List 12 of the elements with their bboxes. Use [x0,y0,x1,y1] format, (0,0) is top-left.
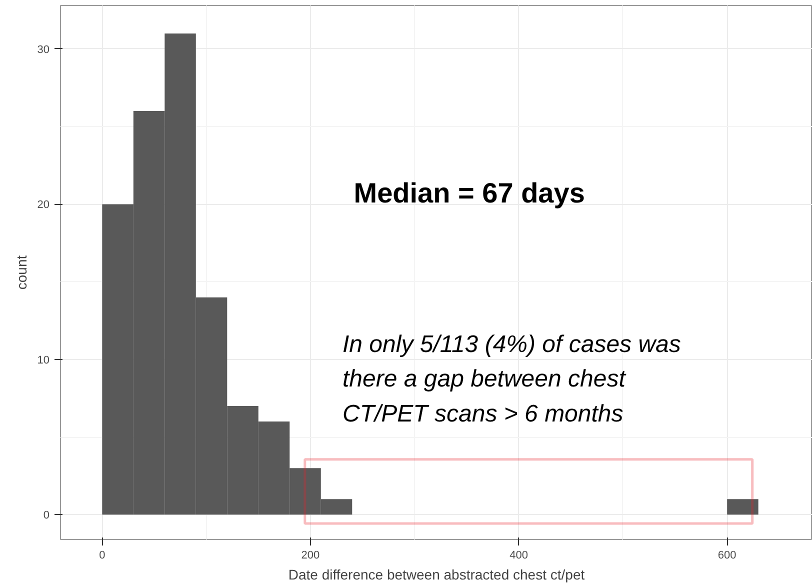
annotation: Median = 67 days [354,177,585,208]
y-tick-label: 10 [37,354,50,366]
annotation: In only 5/113 (4%) of cases was there a gap between chest CT/PET scans > 6 months [342,330,681,428]
y-tick-label: 30 [37,44,50,56]
x-tick-label: 200 [301,550,320,562]
y-tick-label: 20 [37,199,50,212]
x-tick-label: 600 [718,550,736,562]
y-tick-label: 0 [43,510,50,522]
y-axis-title: count [13,255,30,290]
x-axis-title: Date difference between abstracted chest ct/pet [288,566,585,582]
x-tick-label: 0 [99,550,106,562]
x-tick-label: 400 [510,550,528,562]
